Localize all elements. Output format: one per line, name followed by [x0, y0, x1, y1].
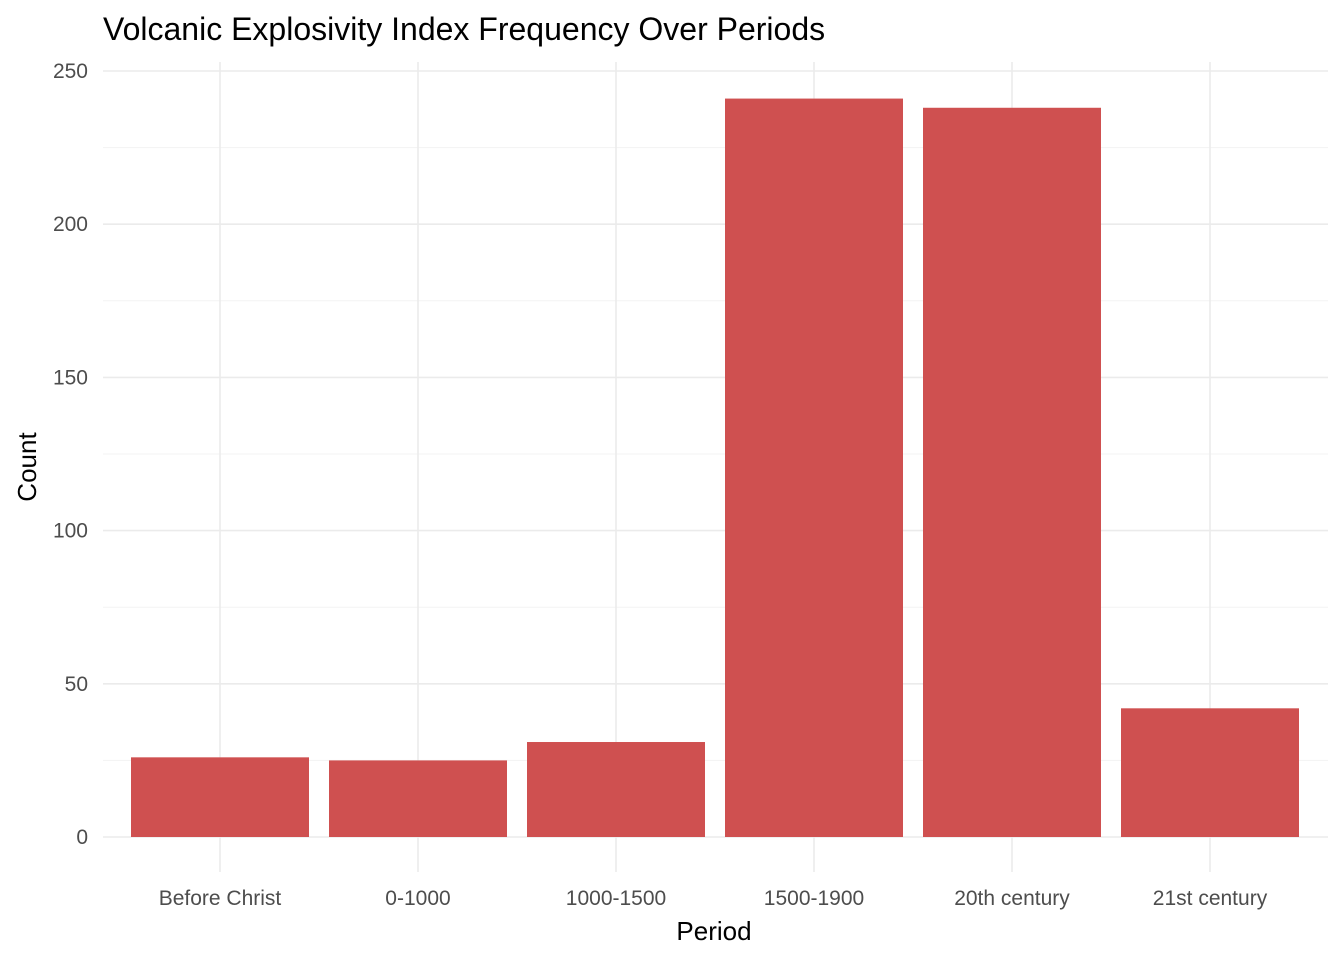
x-tick-label: 20th century — [954, 887, 1070, 910]
x-tick-label: 0-1000 — [385, 887, 450, 910]
chart-title: Volcanic Explosivity Index Frequency Ove… — [103, 11, 825, 47]
x-tick-label: Before Christ — [159, 887, 282, 910]
bars — [131, 98, 1299, 838]
y-axis-ticks: 0 50 100 150 200 250 — [53, 60, 88, 849]
y-tick-label: 150 — [53, 366, 88, 389]
y-tick-label: 200 — [53, 213, 88, 236]
y-tick-label: 0 — [76, 826, 88, 849]
bar-20th-century — [923, 107, 1101, 837]
bar-1500-1900 — [725, 98, 903, 838]
y-tick-label: 50 — [65, 673, 88, 696]
x-axis-ticks: Before Christ 0-1000 1000-1500 1500-1900 20t… — [159, 887, 1268, 910]
bar-1000-1500 — [527, 742, 705, 837]
bar-0-1000 — [329, 760, 507, 837]
x-axis-title: Period — [676, 916, 751, 946]
x-tick-label: 1500-1900 — [764, 887, 864, 910]
bar-before-christ — [131, 757, 309, 837]
x-tick-label: 21st century — [1153, 887, 1268, 910]
y-tick-label: 250 — [53, 60, 88, 83]
bar-21st-century — [1121, 708, 1299, 837]
y-tick-label: 100 — [53, 520, 88, 543]
y-axis-title: Count — [12, 432, 42, 502]
x-tick-label: 1000-1500 — [566, 887, 666, 910]
